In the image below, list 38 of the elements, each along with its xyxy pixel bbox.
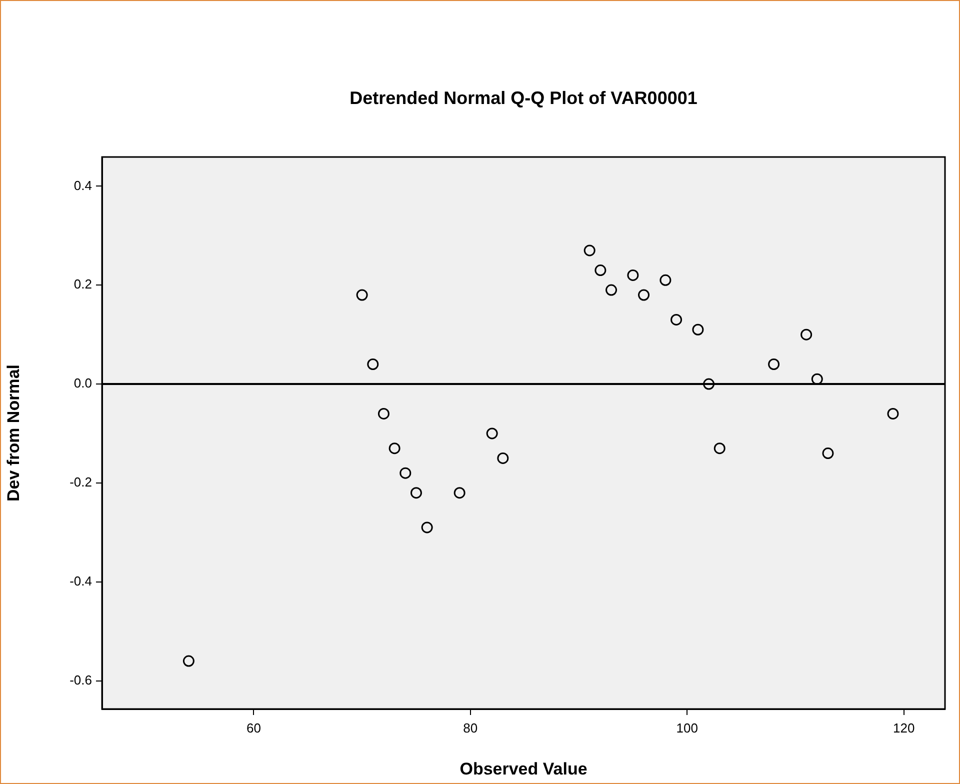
y-tick-label: -0.6 [70, 672, 92, 688]
x-tick-label: 100 [676, 720, 698, 736]
point [182, 655, 194, 667]
point [594, 264, 606, 276]
y-tick-label: 0.4 [74, 178, 92, 193]
y-tick-label: -0.4 [70, 573, 92, 588]
chart-title: Detrended Normal Q-Q Plot of VAR00001 [350, 88, 698, 108]
y-axis-title: Dev from Normal [4, 364, 23, 502]
point [606, 284, 618, 296]
point [400, 467, 412, 479]
point [421, 522, 433, 534]
x-tick-label: 80 [463, 720, 478, 736]
point [887, 408, 899, 420]
point [454, 487, 466, 499]
point [356, 289, 368, 301]
point [497, 452, 509, 464]
point [660, 274, 672, 286]
x-axis-title: Observed Value [460, 759, 588, 778]
point [378, 408, 390, 420]
point [584, 244, 596, 256]
point [367, 358, 379, 370]
point [703, 378, 715, 390]
point [486, 428, 498, 440]
point [388, 442, 400, 454]
x-tick-label: 120 [892, 720, 915, 736]
y-tick-label: 0.2 [74, 276, 92, 292]
y-tick-label: 0.0 [74, 376, 92, 391]
x-tick-label: 60 [246, 720, 261, 736]
point [768, 358, 780, 370]
point [627, 269, 639, 281]
y-tick-label: -0.2 [70, 474, 92, 490]
point [638, 289, 650, 301]
point [800, 328, 812, 340]
point [670, 314, 682, 326]
point [410, 487, 422, 499]
point [692, 324, 704, 336]
point [822, 448, 834, 460]
point [714, 442, 726, 454]
